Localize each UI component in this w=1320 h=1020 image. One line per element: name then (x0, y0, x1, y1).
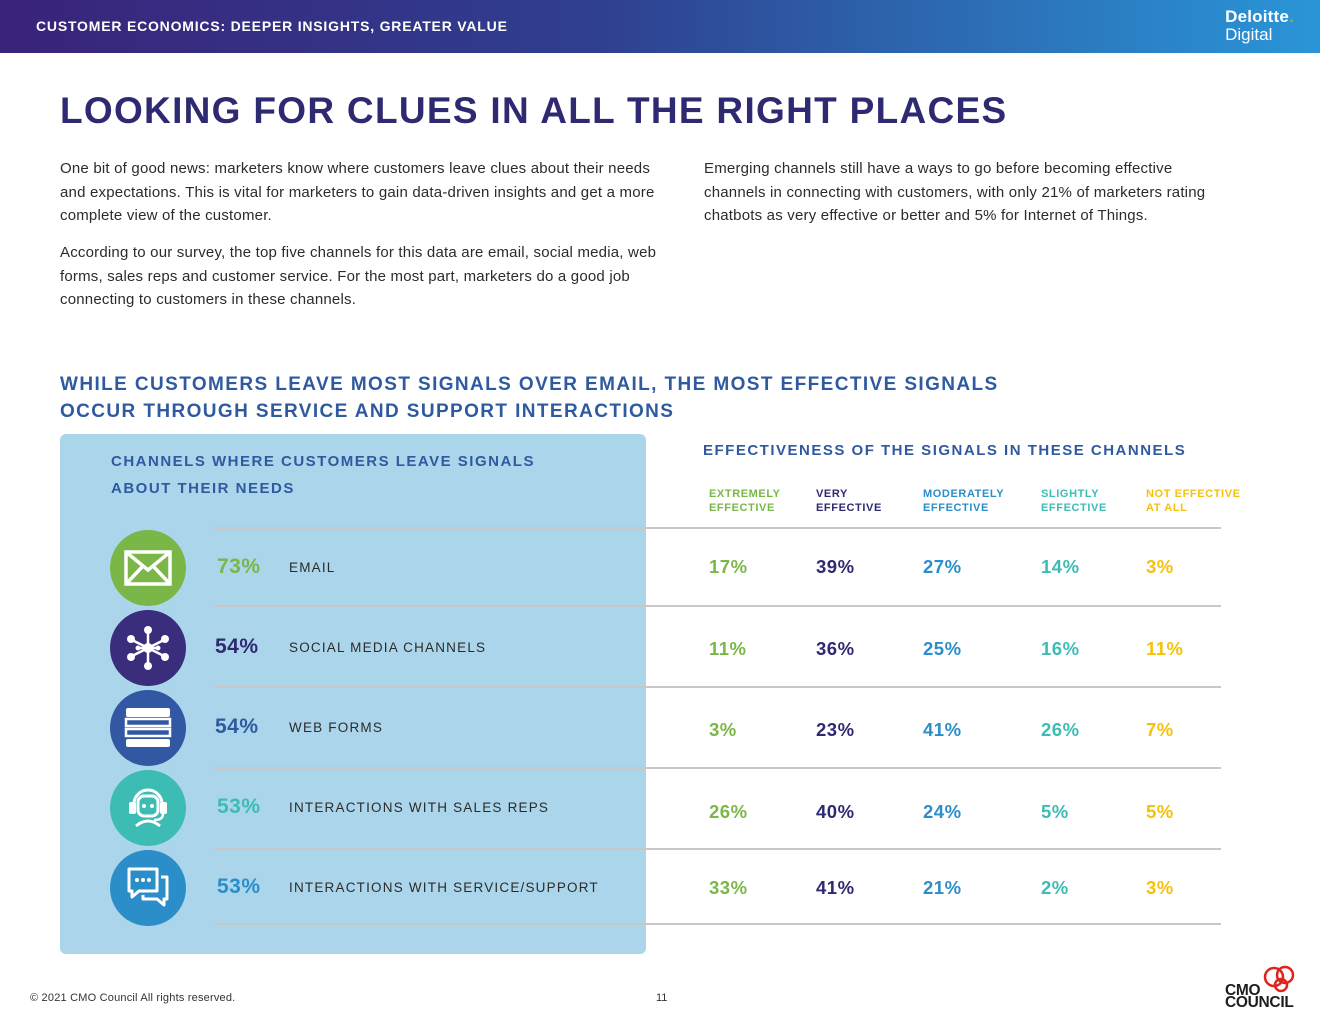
value-slightly: 14% (1041, 556, 1080, 577)
value-extremely: 11% (709, 638, 747, 659)
channel-label: SOCIAL MEDIA CHANNELS (289, 640, 487, 655)
value-very: 39% (816, 556, 855, 577)
copyright: © 2021 CMO Council All rights reserved. (30, 992, 236, 1004)
value-slightly: 26% (1041, 719, 1080, 740)
header-bar: CUSTOMER ECONOMICS: DEEPER INSIGHTS, GRE… (0, 0, 1320, 53)
value-slightly: 2% (1041, 877, 1069, 898)
channel-percentage: 54% (215, 635, 259, 658)
value-extremely: 3% (709, 719, 737, 740)
channel-label: INTERACTIONS WITH SERVICE/SUPPORT (289, 880, 599, 895)
value-not: 11% (1146, 638, 1184, 659)
header-title: CUSTOMER ECONOMICS: DEEPER INSIGHTS, GRE… (36, 18, 508, 34)
envelope-icon (110, 530, 186, 606)
intro-paragraph-1: One bit of good news: marketers know whe… (60, 160, 655, 224)
value-moderately: 27% (923, 556, 962, 577)
headset-agent-icon (110, 770, 186, 846)
value-extremely: 33% (709, 877, 748, 898)
row-divider (214, 605, 1221, 607)
channel-percentage: 53% (217, 795, 261, 818)
channel-label: INTERACTIONS WITH SALES REPS (289, 800, 550, 815)
value-moderately: 24% (923, 801, 962, 822)
channel-percentage: 73% (217, 555, 261, 578)
column-header-not-effective: NOT EFFECTIVE AT ALL (1146, 488, 1241, 514)
column-header-extremely-effective: EXTREMELY EFFECTIVE (709, 488, 781, 514)
value-very: 40% (816, 801, 855, 822)
row-divider (214, 767, 1221, 769)
row-divider (214, 923, 1221, 925)
intro-paragraph-2: According to our survey, the top five ch… (60, 244, 657, 308)
row-divider (214, 686, 1221, 688)
intro-paragraph-3: Emerging channels still have a ways to g… (704, 160, 1206, 224)
channel-percentage: 53% (217, 875, 261, 898)
value-very: 36% (816, 638, 855, 659)
row-divider (214, 848, 1221, 850)
chat-bubbles-icon (110, 850, 186, 926)
value-extremely: 26% (709, 801, 748, 822)
value-very: 41% (816, 877, 855, 898)
channel-label: WEB FORMS (289, 720, 384, 735)
column-header-moderately-effective: MODERATELY EFFECTIVE (923, 488, 1005, 514)
value-extremely: 17% (709, 556, 748, 577)
network-icon (110, 610, 186, 686)
cmo-council-logo: CMO COUNCIL (1225, 965, 1297, 1010)
value-slightly: 5% (1041, 801, 1069, 822)
row-divider (214, 527, 1221, 529)
page-number: 11 (656, 992, 668, 1004)
value-not: 3% (1146, 556, 1174, 577)
channels-panel-title: CHANNELS WHERE CUSTOMERS LEAVE SIGNALS A… (111, 453, 535, 497)
cmo-circles-icon (1263, 965, 1295, 993)
deloitte-digital-logo: Deloitte. Digital (1225, 7, 1294, 44)
value-not: 7% (1146, 719, 1174, 740)
page-title: LOOKING FOR CLUES IN ALL THE RIGHT PLACE… (60, 90, 1008, 131)
channel-percentage: 54% (215, 715, 259, 738)
value-moderately: 41% (923, 719, 962, 740)
column-header-slightly-effective: SLIGHTLY EFFECTIVE (1041, 488, 1107, 514)
web-form-icon (110, 690, 186, 766)
column-header-very-effective: VERY EFFECTIVE (816, 488, 882, 514)
value-very: 23% (816, 719, 855, 740)
value-slightly: 16% (1041, 638, 1080, 659)
effectiveness-title: EFFECTIVENESS OF THE SIGNALS IN THESE CH… (703, 442, 1187, 459)
value-moderately: 25% (923, 638, 962, 659)
channel-label: EMAIL (289, 560, 336, 575)
value-not: 3% (1146, 877, 1174, 898)
section-subtitle: WHILE CUSTOMERS LEAVE MOST SIGNALS OVER … (60, 374, 999, 422)
value-not: 5% (1146, 801, 1174, 822)
value-moderately: 21% (923, 877, 962, 898)
